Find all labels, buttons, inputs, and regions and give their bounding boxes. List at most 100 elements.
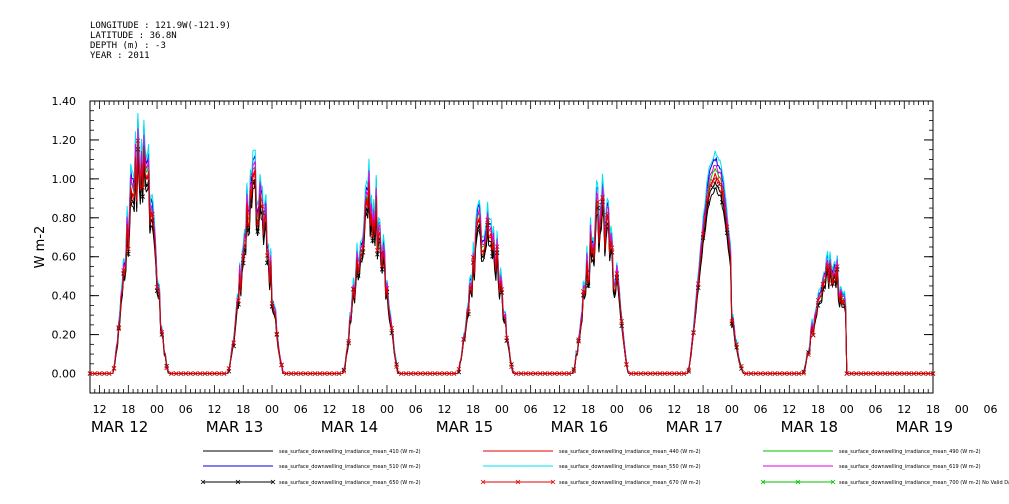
series-marker [408,371,414,376]
metadata-block: LONGITUDE : 121.9W(-121.9) LATITUDE : 36… [90,21,231,61]
series-marker [327,371,332,376]
series-marker [844,371,850,376]
legend-label: sea_surface_downwelling_irradiance_mean_… [839,480,1009,486]
series-marker [801,371,806,376]
series-marker [245,228,251,233]
series-marker [298,371,304,376]
series-marker [279,362,284,368]
legend-marker [550,479,556,485]
legend-marker [760,479,766,485]
series-marker [312,371,318,376]
longitude-label: LONGITUDE : 121.9W(-121.9) [90,21,231,31]
series-marker [878,371,883,376]
series-marker [480,248,486,254]
x-tick-label: 18 [121,403,135,416]
series-marker [470,255,476,260]
y-tick-label: 1.00 [52,173,77,186]
series-marker [126,251,131,257]
x-tick-label: 06 [639,403,653,416]
series-marker [437,371,442,376]
x-tick-label: 00 [725,403,739,416]
series-marker [504,335,509,341]
year-label: YEAR : 2011 [90,51,150,61]
x-tick-label: 12 [437,403,451,416]
series-marker [743,371,749,376]
series-marker [260,204,265,209]
series-line [90,112,933,374]
x-tick-label: 06 [294,403,308,416]
x-tick-label: 12 [782,403,796,416]
series-marker [164,365,169,371]
series-marker [643,371,648,376]
series-marker [662,371,668,376]
series-marker [715,176,720,182]
series-marker [858,371,864,376]
series-marker [628,371,634,376]
series-marker [810,332,816,338]
series-marker [854,371,859,376]
series-marker [605,212,610,218]
x-tick-label: 18 [466,403,480,416]
series-marker [849,371,854,376]
series-marker [561,371,567,376]
series-marker [509,364,514,370]
series-marker [767,371,773,376]
y-tick-label: 1.20 [52,134,77,147]
series-marker [145,174,150,180]
series-marker [102,371,107,376]
series-marker [92,371,98,376]
series-marker [772,371,778,376]
series-marker [681,371,687,376]
series-marker [585,278,591,283]
series-marker [652,371,658,376]
series-marker [648,371,653,376]
series-marker [710,185,715,190]
series-marker [245,222,251,227]
series-marker [331,371,337,376]
x-tick-label: 00 [150,403,164,416]
series-marker [734,342,739,347]
series-marker [355,273,361,278]
legend-marker [200,479,206,485]
series-marker [542,371,548,376]
series-marker [375,247,380,253]
series-marker [485,217,490,223]
series-marker [399,371,404,376]
series-marker [873,371,878,376]
series-marker [815,297,821,303]
series-marker [317,371,323,376]
series-marker [533,371,538,376]
series-marker [432,371,438,376]
series-marker [308,371,313,376]
series-line [90,132,933,374]
series-marker [255,220,260,226]
plot-frame [89,100,934,394]
series-marker [925,371,931,376]
series-marker [183,371,189,376]
series-marker [523,371,529,376]
series-marker [116,324,122,330]
legend-marker [830,479,836,485]
x-tick-label: 18 [236,403,250,416]
series-marker [269,301,275,306]
legend-label: sea_surface_downwelling_irradiance_mean_… [559,449,701,455]
x-day-label: MAR 14 [321,418,378,436]
series-marker [178,371,184,376]
series-marker [763,371,768,376]
x-tick-label: 00 [265,403,279,416]
series-marker [255,229,260,234]
series-marker [173,371,179,376]
y-tick-label: 0.40 [52,290,77,303]
series-marker [240,253,246,259]
y-tick-label: 0.20 [52,329,77,342]
series-marker [355,268,361,274]
series-line [90,149,933,374]
series-marker [921,371,926,376]
series-marker [418,371,423,376]
x-day-label: MAR 19 [896,418,953,436]
series-marker [499,287,505,292]
series-marker [341,369,347,374]
x-tick-label: 18 [811,403,825,416]
series-line [90,118,933,374]
x-day-label: MAR 16 [551,418,608,436]
